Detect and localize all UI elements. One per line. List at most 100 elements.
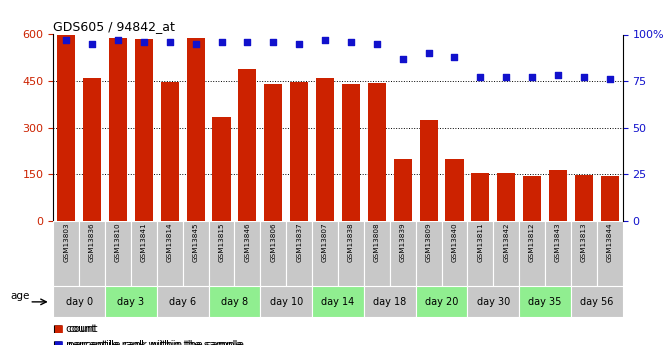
Bar — [601, 176, 619, 221]
Bar — [186, 38, 204, 221]
Bar — [472, 173, 490, 221]
Bar — [468, 221, 494, 286]
Text: GSM13807: GSM13807 — [322, 223, 328, 263]
Point — [139, 39, 149, 45]
Bar — [571, 286, 623, 317]
Text: GSM13809: GSM13809 — [426, 223, 432, 263]
Text: percentile rank within the sample: percentile rank within the sample — [68, 340, 244, 345]
Point — [449, 54, 460, 60]
Text: day 35: day 35 — [528, 297, 561, 307]
Text: ■ count: ■ count — [53, 324, 96, 334]
Bar — [105, 286, 157, 317]
Bar — [416, 286, 468, 317]
Bar — [394, 159, 412, 221]
Bar — [338, 221, 364, 286]
Bar — [131, 221, 157, 286]
Text: day 6: day 6 — [169, 297, 196, 307]
Bar — [494, 221, 519, 286]
Bar — [290, 82, 308, 221]
Bar — [161, 82, 178, 221]
Bar — [212, 117, 230, 221]
Text: day 0: day 0 — [65, 297, 93, 307]
Text: GSM13841: GSM13841 — [141, 223, 147, 263]
Point — [216, 39, 227, 45]
Text: day 18: day 18 — [373, 297, 406, 307]
Bar — [53, 221, 79, 286]
Bar — [312, 221, 338, 286]
Bar — [571, 221, 597, 286]
Bar — [446, 159, 464, 221]
Text: GSM13845: GSM13845 — [192, 223, 198, 263]
Point — [61, 37, 71, 43]
Text: day 56: day 56 — [580, 297, 613, 307]
Bar — [549, 170, 567, 221]
Bar — [420, 120, 438, 221]
Text: count: count — [68, 324, 97, 334]
Text: GSM13814: GSM13814 — [166, 223, 172, 263]
Point — [294, 41, 304, 47]
Point — [113, 37, 123, 43]
Bar — [53, 286, 105, 317]
Point — [424, 50, 434, 56]
Point — [372, 41, 382, 47]
Bar — [364, 286, 416, 317]
Bar — [316, 78, 334, 221]
Text: GSM13813: GSM13813 — [581, 223, 587, 263]
Bar — [208, 221, 234, 286]
Bar — [135, 39, 153, 221]
Bar — [234, 221, 260, 286]
Text: GSM13803: GSM13803 — [63, 223, 69, 263]
Text: GSM13844: GSM13844 — [607, 223, 613, 263]
Point — [553, 73, 563, 78]
Bar — [498, 173, 515, 221]
Bar — [519, 286, 571, 317]
Text: GSM13846: GSM13846 — [244, 223, 250, 263]
Point — [605, 77, 615, 82]
Bar — [519, 221, 545, 286]
Point — [165, 39, 175, 45]
Text: ■: ■ — [53, 340, 63, 345]
Text: day 30: day 30 — [477, 297, 510, 307]
Point — [346, 39, 356, 45]
Point — [242, 39, 252, 45]
Bar — [286, 221, 312, 286]
Bar — [79, 221, 105, 286]
Text: GSM13836: GSM13836 — [89, 223, 95, 263]
Bar — [57, 34, 75, 221]
Bar — [342, 84, 360, 221]
Point — [579, 75, 589, 80]
Bar — [157, 286, 208, 317]
Bar — [312, 286, 364, 317]
Text: GSM13808: GSM13808 — [374, 223, 380, 263]
Text: GSM13840: GSM13840 — [452, 223, 458, 263]
Bar — [109, 38, 127, 221]
Text: ■: ■ — [53, 324, 63, 334]
Bar — [390, 221, 416, 286]
Bar — [597, 221, 623, 286]
Point — [475, 75, 486, 80]
Bar — [368, 82, 386, 221]
Text: GSM13837: GSM13837 — [296, 223, 302, 263]
Bar — [523, 176, 541, 221]
Text: age: age — [11, 291, 30, 300]
Text: GSM13842: GSM13842 — [503, 223, 509, 263]
Bar — [575, 175, 593, 221]
Bar — [442, 221, 468, 286]
Text: GSM13843: GSM13843 — [555, 223, 561, 263]
Text: GSM13815: GSM13815 — [218, 223, 224, 263]
Bar — [364, 221, 390, 286]
Point — [87, 41, 97, 47]
Bar — [468, 286, 519, 317]
Bar — [264, 83, 282, 221]
Text: day 14: day 14 — [322, 297, 354, 307]
Point — [527, 75, 537, 80]
Text: GDS605 / 94842_at: GDS605 / 94842_at — [53, 20, 175, 33]
Text: GSM13812: GSM13812 — [529, 223, 535, 263]
Text: GSM13806: GSM13806 — [270, 223, 276, 263]
Bar — [260, 286, 312, 317]
Text: day 8: day 8 — [221, 297, 248, 307]
Text: ■ percentile rank within the sample: ■ percentile rank within the sample — [53, 340, 242, 345]
Bar — [157, 221, 182, 286]
Bar — [238, 69, 256, 221]
Bar — [105, 221, 131, 286]
